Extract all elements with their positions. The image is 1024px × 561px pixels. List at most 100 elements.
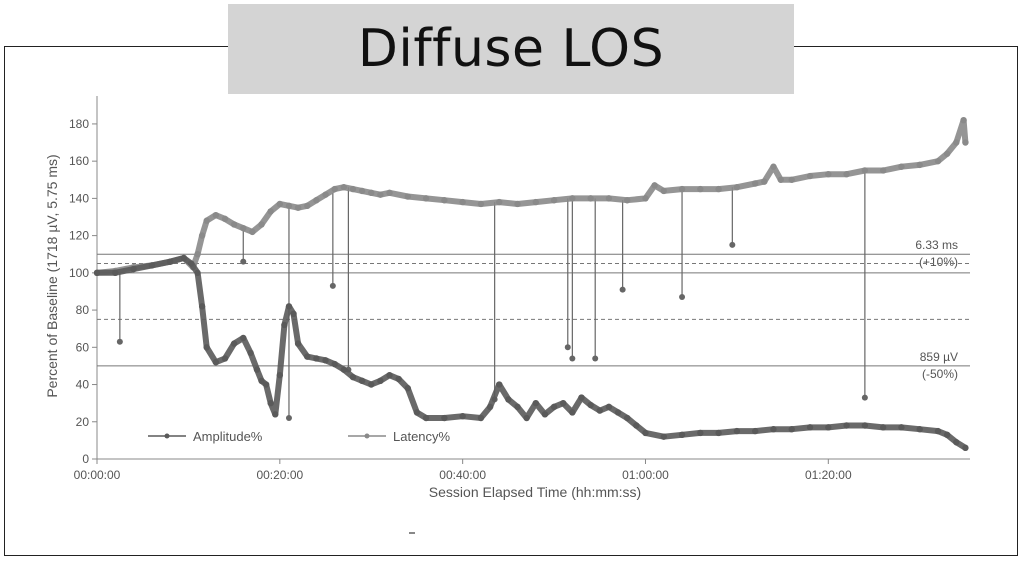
data-point-amplitude xyxy=(916,426,923,433)
data-point-amplitude xyxy=(413,409,421,416)
data-point-amplitude xyxy=(934,427,942,435)
data-point-latency xyxy=(934,157,942,165)
reference-lines: 6.33 ms (+10%) 859 µV (-50%) xyxy=(97,238,970,381)
data-point-amplitude xyxy=(230,340,238,347)
data-point-amplitude xyxy=(294,340,302,347)
chart-title: Diffuse LOS xyxy=(357,19,665,79)
legend: Amplitude% Latency% xyxy=(148,429,451,444)
data-point-amplitude xyxy=(272,411,279,418)
y-tick-label: 0 xyxy=(82,452,89,466)
data-point-amplitude xyxy=(523,414,530,422)
data-point-amplitude xyxy=(825,424,832,431)
divider-mark xyxy=(409,532,415,534)
data-point-amplitude xyxy=(633,422,640,429)
data-point-amplitude xyxy=(788,426,795,433)
y-tick-label: 120 xyxy=(69,229,89,243)
data-point-amplitude xyxy=(267,399,274,407)
data-point-latency xyxy=(806,172,814,180)
x-tick-label: 00:40:00 xyxy=(439,468,486,482)
data-point-amplitude xyxy=(422,414,430,422)
data-point-latency xyxy=(459,198,466,206)
data-point-latency xyxy=(221,215,229,223)
series-line-amplitude xyxy=(94,255,969,451)
data-point-amplitude xyxy=(496,381,503,388)
dropout-spikes xyxy=(116,170,868,422)
data-point-amplitude xyxy=(953,439,960,446)
data-point-amplitude xyxy=(514,403,521,411)
y-axis-label: Percent of Baseline (1718 µV, 5.75 ms) xyxy=(44,154,60,397)
spike-point xyxy=(592,355,599,362)
data-point-latency xyxy=(751,180,759,187)
spike-point xyxy=(861,394,868,401)
data-point-amplitude xyxy=(276,372,284,379)
spike-point xyxy=(329,282,336,289)
data-point-amplitude xyxy=(614,409,622,416)
spike-point xyxy=(569,355,576,362)
y-tick-label: 80 xyxy=(76,303,90,317)
data-point-amplitude xyxy=(486,403,494,411)
data-point-latency xyxy=(660,187,667,195)
data-point-latency xyxy=(496,198,503,206)
data-point-amplitude xyxy=(596,407,603,414)
data-point-amplitude xyxy=(247,349,254,357)
data-point-amplitude xyxy=(368,381,375,388)
series-line-latency xyxy=(94,117,969,276)
legend-label-amplitude: Amplitude% xyxy=(193,429,263,444)
spike-point xyxy=(619,286,626,293)
data-point-latency xyxy=(267,208,274,215)
data-point-amplitude xyxy=(148,262,156,269)
data-point-latency xyxy=(194,251,201,258)
data-point-latency xyxy=(349,185,357,193)
data-point-latency xyxy=(733,184,741,191)
data-point-latency xyxy=(240,224,247,232)
spike-point xyxy=(116,338,123,345)
data-point-latency xyxy=(276,200,284,208)
data-point-amplitude xyxy=(386,372,393,379)
data-point-amplitude xyxy=(550,403,558,411)
legend-marker-amplitude xyxy=(164,433,170,439)
data-point-amplitude xyxy=(541,411,549,418)
data-point-latency xyxy=(777,176,784,183)
x-tick-label: 00:20:00 xyxy=(256,468,303,482)
data-point-latency xyxy=(249,228,256,236)
data-point-latency xyxy=(340,184,348,191)
title-box: Diffuse LOS xyxy=(228,4,794,94)
x-tick-label: 01:00:00 xyxy=(622,468,669,482)
data-point-amplitude xyxy=(605,403,613,411)
data-point-amplitude xyxy=(322,357,329,364)
data-point-latency xyxy=(697,185,704,193)
data-point-latency xyxy=(761,178,768,185)
data-point-latency xyxy=(962,139,969,146)
data-point-latency xyxy=(623,197,631,204)
data-point-amplitude xyxy=(198,303,206,310)
data-point-latency xyxy=(322,191,329,198)
data-point-latency xyxy=(642,195,649,202)
data-point-latency xyxy=(477,200,485,208)
reference-label-pct: (-50%) xyxy=(922,367,958,381)
data-point-amplitude xyxy=(281,321,288,329)
data-point-latency xyxy=(569,195,576,202)
data-point-amplitude xyxy=(532,399,539,407)
x-tick-label: 01:20:00 xyxy=(805,468,852,482)
data-point-amplitude xyxy=(459,412,466,420)
data-point-amplitude xyxy=(770,426,777,433)
x-axis-label: Session Elapsed Time (hh:mm:ss) xyxy=(429,484,641,500)
data-point-latency xyxy=(550,197,558,204)
data-point-amplitude xyxy=(258,377,265,385)
data-point-latency xyxy=(532,198,539,206)
y-tick-label: 20 xyxy=(76,415,90,429)
data-point-amplitude xyxy=(253,366,261,373)
data-point-amplitude xyxy=(203,344,210,351)
data-point-amplitude xyxy=(194,269,201,277)
data-point-amplitude xyxy=(587,401,594,409)
reference-label: 6.33 ms xyxy=(915,238,958,252)
data-point-latency xyxy=(678,185,686,193)
spike-point xyxy=(240,258,247,265)
data-point-latency xyxy=(898,163,905,170)
data-point-amplitude xyxy=(678,431,686,438)
spike-point xyxy=(564,344,571,351)
data-point-latency xyxy=(441,197,448,204)
series-layer xyxy=(93,117,969,452)
data-point-amplitude xyxy=(349,373,357,381)
data-point-latency xyxy=(770,163,777,170)
